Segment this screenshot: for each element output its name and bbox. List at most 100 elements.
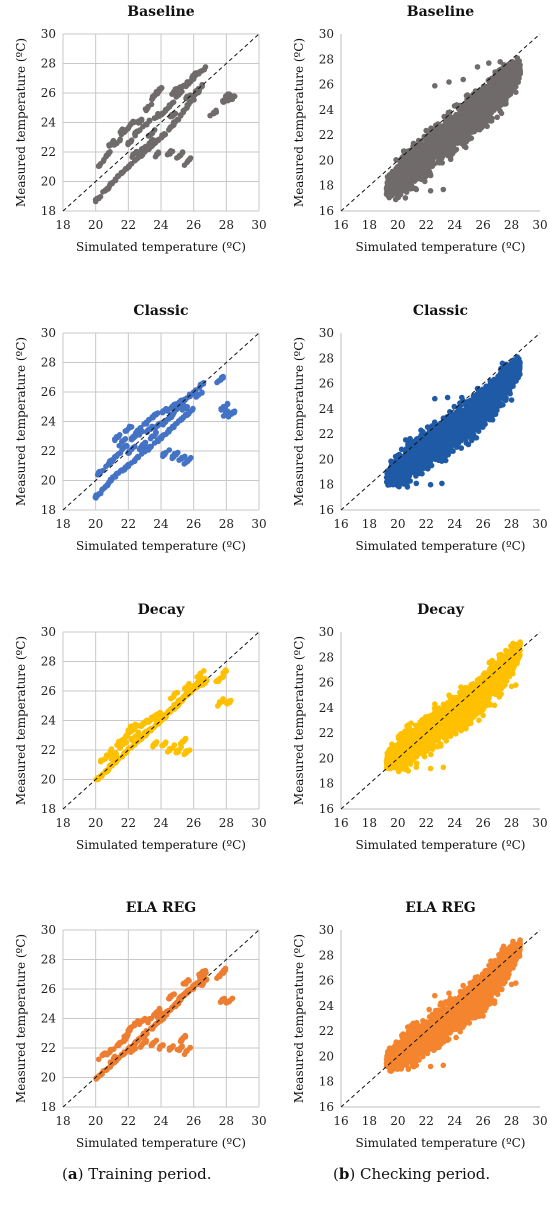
- scatter-point: [167, 113, 174, 120]
- scatter-point: [184, 102, 190, 108]
- y-tick-label: 20: [41, 474, 56, 488]
- chart-title: Classic: [133, 303, 188, 319]
- y-axis-label: Measured temperature (ºC): [292, 38, 306, 207]
- scatter-point: [184, 95, 190, 102]
- scatter-point: [213, 109, 220, 115]
- y-tick-label: 30: [41, 326, 56, 340]
- scatter-point: [385, 188, 391, 194]
- scatter-point: [166, 102, 173, 108]
- scatter-point: [473, 103, 479, 110]
- scatter-point: [474, 97, 480, 103]
- scatter-point: [168, 405, 175, 411]
- y-tick-label: 26: [41, 86, 56, 100]
- scatter-point: [418, 142, 425, 149]
- scatter-point: [142, 439, 149, 446]
- scatter-point: [509, 59, 516, 65]
- scatter-point: [514, 61, 521, 68]
- scatter-point: [119, 126, 126, 132]
- y-tick-label: 28: [41, 57, 56, 71]
- scatter-point: [147, 435, 154, 442]
- scatter-point: [465, 441, 472, 448]
- scatter-point: [427, 188, 434, 194]
- scatter-point: [489, 75, 495, 82]
- scatter-point: [96, 162, 102, 169]
- scatter-point: [110, 137, 117, 144]
- y-tick-label: 22: [41, 444, 56, 458]
- scatter-point: [220, 375, 226, 381]
- scatter-point: [142, 106, 149, 112]
- x-tick-label: 18: [55, 218, 70, 232]
- y-tick-label: 24: [319, 103, 335, 117]
- scatter-point: [501, 85, 507, 92]
- scatter-point: [231, 93, 237, 99]
- scatter-point: [112, 176, 119, 183]
- scatter-point: [121, 437, 128, 443]
- x-tick-label: 28: [219, 218, 234, 232]
- scatter-point: [146, 445, 152, 451]
- scatter-point: [418, 149, 424, 156]
- scatter-point: [106, 142, 112, 148]
- scatter-point: [177, 86, 183, 92]
- x-axis-label: Simulated temperature (ºC): [356, 240, 526, 254]
- scatter-point: [501, 62, 507, 68]
- scatter-point: [490, 107, 496, 113]
- scatter-point: [175, 154, 182, 160]
- scatter-point: [459, 120, 466, 127]
- y-tick-label: 20: [319, 153, 334, 167]
- scatter-point: [424, 167, 430, 174]
- chart-b-baseline: 16 18 20 22 24 26 28 301618202224262830Baseline…: [292, 4, 548, 254]
- y-tick-label: 28: [319, 52, 334, 66]
- scatter-point: [149, 96, 155, 103]
- x-tick-label: 20: [88, 517, 103, 531]
- scatter-point: [463, 144, 469, 151]
- scatter-point: [132, 430, 139, 437]
- chart-title: Baseline: [407, 4, 475, 20]
- x-tick-label: 26: [186, 218, 201, 232]
- scatter-point: [410, 145, 417, 151]
- marks: [383, 354, 523, 490]
- scatter-point: [494, 114, 501, 121]
- scatter-point: [146, 140, 153, 146]
- scatter-point: [505, 61, 511, 68]
- scatter-point: [117, 137, 123, 144]
- scatter-point: [402, 195, 409, 201]
- scatter-point: [166, 429, 172, 435]
- y-axis-label: Measured temperature (ºC): [14, 38, 28, 207]
- scatter-point: [456, 106, 462, 113]
- scatter-point: [393, 165, 399, 172]
- x-tick-label: 22: [419, 218, 434, 232]
- scatter-point: [146, 117, 153, 124]
- scatter-point: [116, 442, 122, 449]
- scatter-point: [481, 93, 488, 99]
- scatter-point: [405, 177, 412, 183]
- scatter-point: [438, 153, 445, 160]
- scatter-point: [469, 117, 476, 123]
- scatter-point: [406, 161, 412, 167]
- scatter-point: [182, 405, 188, 411]
- scatter-point: [424, 424, 431, 430]
- scatter-point: [220, 99, 227, 105]
- scatter-point: [160, 432, 167, 438]
- scatter-point: [490, 100, 496, 107]
- scatter-point: [394, 174, 400, 181]
- scatter-point: [150, 137, 157, 144]
- x-tick-label: 26: [186, 517, 201, 531]
- scatter-point: [132, 132, 138, 139]
- scatter-point: [109, 458, 115, 464]
- scatter-point: [422, 178, 428, 185]
- scatter-point: [138, 451, 145, 457]
- x-axis-label: Simulated temperature (ºC): [76, 539, 246, 553]
- scatter-point: [142, 143, 149, 150]
- scatter-point: [437, 159, 443, 166]
- scatter-point: [513, 89, 519, 95]
- scatter-point: [186, 456, 193, 463]
- scatter-point: [418, 427, 424, 434]
- scatter-point: [486, 60, 492, 66]
- x-tick-label: 22: [121, 218, 136, 232]
- scatter-point: [460, 76, 467, 83]
- scatter-point: [477, 126, 483, 133]
- scatter-point: [172, 118, 179, 125]
- scatter-point: [100, 158, 107, 165]
- scatter-point: [153, 429, 159, 436]
